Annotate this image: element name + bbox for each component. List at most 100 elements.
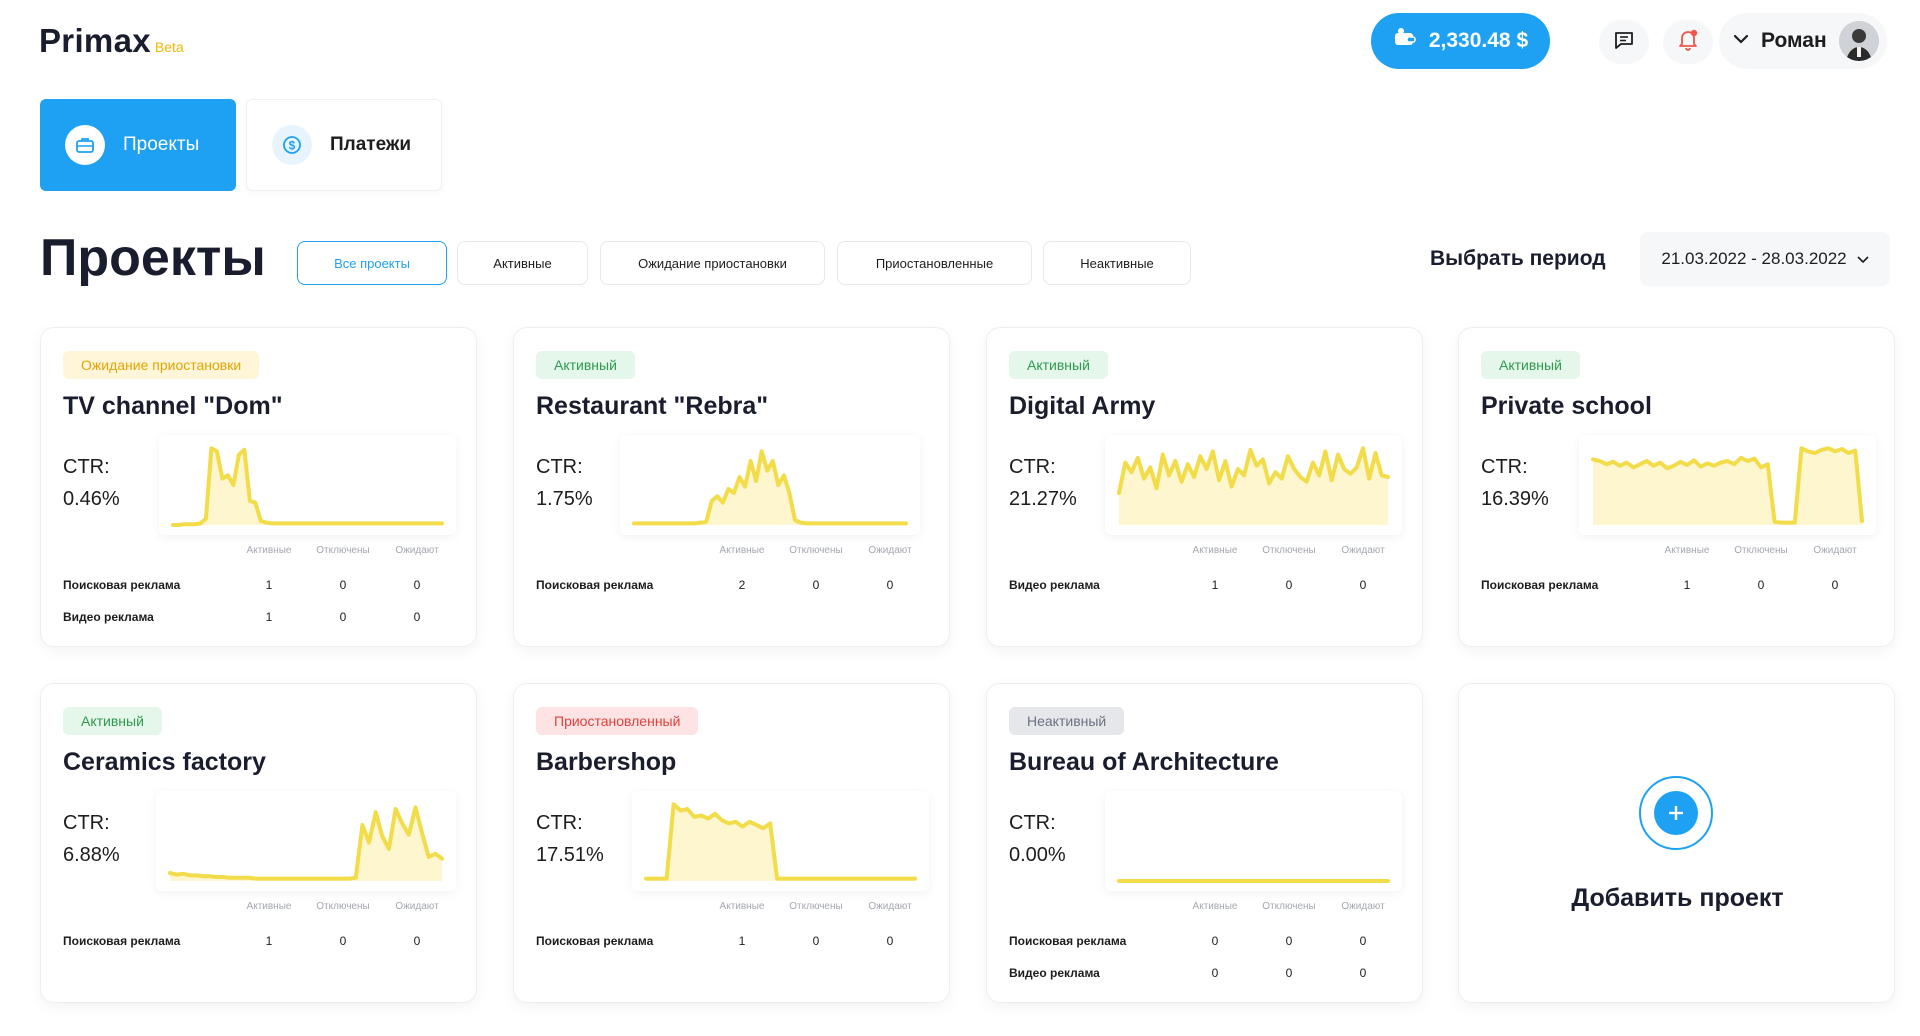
column-header: Ожидают (1341, 545, 1385, 556)
ad-count: 0 (1285, 578, 1293, 592)
ctr-label: CTR: (1009, 812, 1056, 834)
ad-count: 0 (339, 934, 347, 948)
ctr-sparkline (632, 791, 929, 891)
filter-pending-pause[interactable]: Ожидание приостановки (600, 241, 825, 285)
ctr-value: 1.75% (536, 488, 593, 510)
project-title: Ceramics factory (63, 748, 266, 776)
ad-type-label: Видео реклама (1009, 578, 1100, 592)
ad-type-label: Поисковая реклама (1009, 934, 1127, 948)
notifications-button[interactable] (1663, 20, 1713, 64)
column-header: Отключены (1262, 545, 1316, 556)
period-value: 21.03.2022 - 28.03.2022 (1661, 249, 1847, 268)
tab-payments[interactable]: $ Платежи (246, 99, 442, 191)
sparkline-line (644, 802, 917, 881)
sparkline-line (168, 805, 444, 881)
column-header: Активные (246, 901, 292, 912)
status-badge: Активный (1009, 351, 1108, 379)
ad-count: 1 (265, 610, 273, 624)
column-header: Отключены (789, 545, 843, 556)
ad-count: 0 (1359, 578, 1367, 592)
wallet-icon (1393, 27, 1417, 55)
user-name: Роман (1761, 29, 1827, 52)
ad-count: 0 (339, 610, 347, 624)
bell-icon (1676, 28, 1700, 57)
ctr-sparkline (1579, 435, 1876, 535)
sparkline-area (173, 448, 442, 525)
column-header: Активные (719, 901, 765, 912)
period-label: Выбрать период (1430, 247, 1606, 270)
ad-type-label: Поисковая реклама (63, 934, 181, 948)
page-title: Проекты (40, 229, 266, 287)
ad-type-label: Поисковая реклама (1481, 578, 1599, 592)
ctr-value: 0.00% (1009, 844, 1066, 866)
svg-text:$: $ (289, 139, 296, 153)
column-header: Отключены (789, 901, 843, 912)
ctr-sparkline (1105, 435, 1402, 535)
project-title: Bureau of Architecture (1009, 748, 1279, 776)
ad-count: 0 (1285, 934, 1293, 948)
ad-count: 0 (1757, 578, 1765, 592)
ctr-value: 21.27% (1009, 488, 1077, 510)
ctr-label: CTR: (536, 812, 583, 834)
ad-count: 0 (413, 578, 421, 592)
status-badge: Приостановленный (536, 707, 699, 735)
dollar-icon: $ (272, 125, 312, 165)
avatar (1839, 21, 1879, 61)
tab-projects[interactable]: Проекты (40, 99, 236, 191)
sparkline-area (1119, 448, 1388, 525)
sparkline-area (1593, 448, 1862, 525)
filter-inactive[interactable]: Неактивные (1043, 241, 1191, 285)
project-title: Restaurant "Rebra" (536, 392, 769, 420)
logo-text: Primax (39, 22, 151, 59)
tab-payments-label: Платежи (330, 134, 412, 155)
user-menu[interactable]: Роман (1719, 13, 1887, 69)
add-project-button[interactable] (1639, 776, 1713, 850)
sparkline-line (632, 449, 908, 526)
ad-count: 0 (413, 610, 421, 624)
ad-count: 1 (1211, 578, 1219, 592)
column-header: Ожидают (1813, 545, 1857, 556)
logo[interactable]: Primax Beta (39, 22, 184, 60)
top-header: Primax Beta 2,330.48 $ Роман (0, 0, 1920, 84)
project-card[interactable]: Приостановленный Barbershop CTR: 17.51% Акти… (513, 683, 950, 1003)
column-header: Активные (1192, 545, 1238, 556)
ad-count: 0 (1211, 966, 1219, 980)
filter-all[interactable]: Все проекты (297, 241, 447, 285)
filter-paused[interactable]: Приостановленные (837, 241, 1032, 285)
column-header: Отключены (1734, 545, 1788, 556)
column-header: Активные (1664, 545, 1710, 556)
ad-count: 0 (812, 578, 820, 592)
column-header: Ожидают (395, 901, 439, 912)
project-card[interactable]: Активный Restaurant "Rebra" CTR: 1.75% Актив… (513, 327, 950, 647)
ctr-label: CTR: (1481, 456, 1528, 478)
ctr-sparkline (1105, 791, 1402, 891)
project-card[interactable]: Активный Private school CTR: 16.39% Активные… (1458, 327, 1895, 647)
ad-count: 0 (812, 934, 820, 948)
chevron-down-icon (1857, 249, 1869, 269)
ctr-sparkline (620, 435, 920, 535)
project-card[interactable]: Активный Ceramics factory CTR: 6.88% Активны… (40, 683, 477, 1003)
column-header: Активные (719, 545, 765, 556)
project-card[interactable]: Неактивный Bureau of Architecture CTR: 0.00… (986, 683, 1423, 1003)
filter-active[interactable]: Активные (457, 241, 588, 285)
column-header: Ожидают (1341, 901, 1385, 912)
period-select[interactable]: 21.03.2022 - 28.03.2022 (1640, 232, 1890, 286)
balance-button[interactable]: 2,330.48 $ (1371, 13, 1550, 69)
ad-count: 0 (413, 934, 421, 948)
project-card[interactable]: Активный Digital Army CTR: 21.27% Активные От… (986, 327, 1423, 647)
sparkline-line (1591, 446, 1864, 525)
ctr-label: CTR: (63, 812, 110, 834)
chat-icon (1613, 29, 1635, 56)
messages-button[interactable] (1599, 20, 1649, 64)
project-card[interactable]: Ожидание приостановки TV channel "Dom" CTR… (40, 327, 477, 647)
ad-count: 0 (886, 578, 894, 592)
ad-count: 0 (1831, 578, 1839, 592)
ctr-sparkline (159, 435, 456, 535)
ctr-label: CTR: (1009, 456, 1056, 478)
add-project-card[interactable]: Добавить проект (1458, 683, 1895, 1003)
balance-amount: 2,330.48 $ (1428, 29, 1529, 52)
ad-type-label: Поисковая реклама (63, 578, 181, 592)
ad-type-label: Поисковая реклама (536, 934, 654, 948)
project-title: Digital Army (1009, 392, 1156, 420)
ad-count: 1 (1683, 578, 1691, 592)
